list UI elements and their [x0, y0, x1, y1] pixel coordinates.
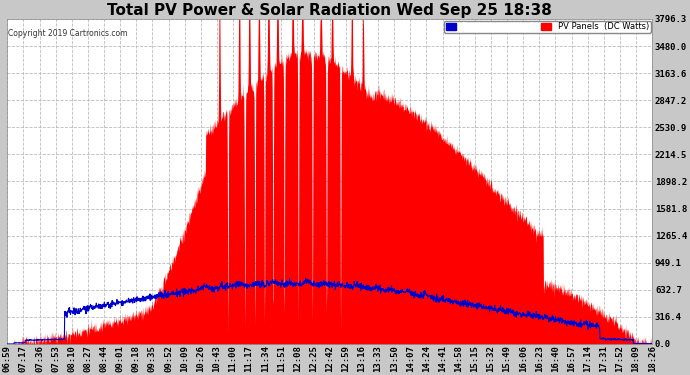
Legend: Radiation  (W/m2), PV Panels  (DC Watts): Radiation (W/m2), PV Panels (DC Watts) [444, 21, 651, 33]
Title: Total PV Power & Solar Radiation Wed Sep 25 18:38: Total PV Power & Solar Radiation Wed Sep… [108, 3, 552, 18]
Text: Copyright 2019 Cartronics.com: Copyright 2019 Cartronics.com [8, 29, 128, 38]
